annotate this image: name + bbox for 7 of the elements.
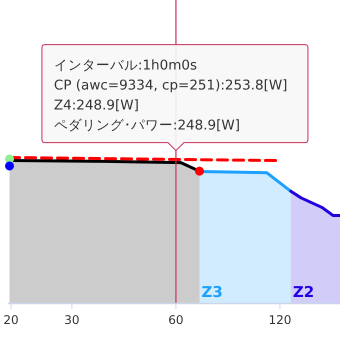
annotation: インターバル:1h0m0s CP (awc=9334, cp=251):253.8[W] Z4:248.9[W] ペダリング･パワー:248.9[W]: [54, 58, 288, 134]
x-tick-label: 30: [64, 313, 80, 327]
series-label: Z2: [292, 283, 314, 301]
series-label: Z3: [202, 283, 223, 301]
x-tick-label: 60: [168, 313, 184, 327]
x-tick-label: 20: [3, 313, 19, 327]
x-tick-label: 120: [268, 313, 292, 327]
